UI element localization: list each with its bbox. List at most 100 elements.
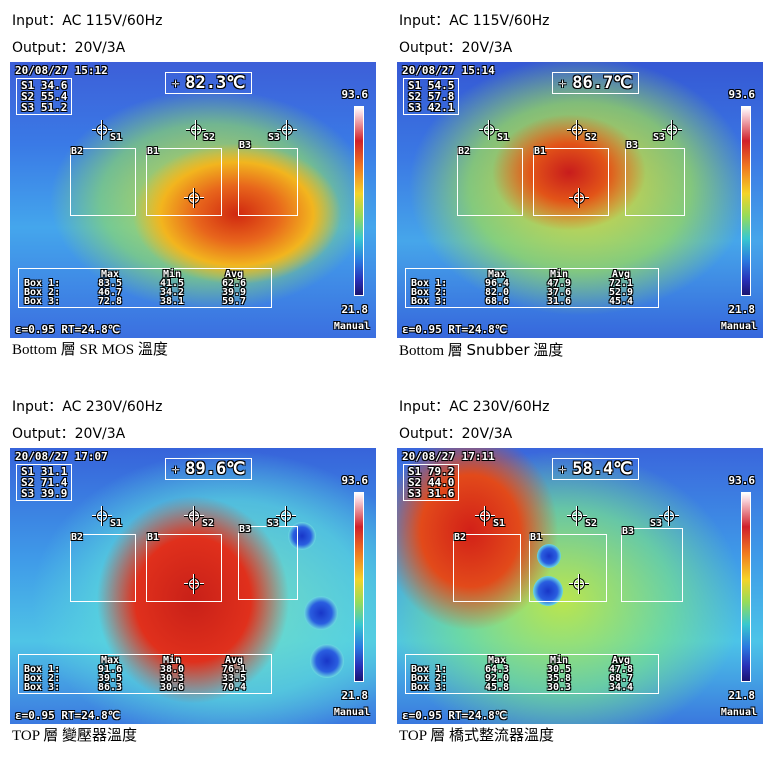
table-row: Box 2: 92.0 35.8 68.7 [408, 673, 652, 684]
emissivity-text: ε=0.95 RT=24.8 [402, 323, 495, 336]
mode-label: Manual [333, 321, 370, 332]
roi-box-b1 [533, 148, 609, 216]
spot-label: S2 [585, 132, 598, 143]
timestamp: 20/08/27 15:12 [15, 64, 108, 77]
table-row: Box 2: 39.5 30.3 33.5 [21, 673, 265, 684]
celsius-unit: ℃ [107, 323, 121, 336]
stats-cell: Box 2: [411, 673, 448, 684]
stats-cell: 33.5 [221, 673, 247, 684]
table-row: Box 2: 82.0 37.6 52.9 [408, 287, 652, 298]
table-row: Box 1: 83.5 41.5 62.6 [21, 278, 265, 289]
stats-cell: Box 3: [24, 296, 61, 307]
stats-cell: Box 3: [411, 682, 448, 693]
stats-cell: 41.5 [159, 278, 185, 289]
stats-cell: 91.6 [97, 664, 123, 675]
emissivity-info: ε=0.95 RT=24.8℃ [402, 709, 507, 722]
stats-header: Avg [611, 655, 631, 666]
timestamp: 20/08/27 17:11 [402, 450, 495, 463]
stats-cell: 70.4 [221, 682, 247, 693]
center-temp-value: 89.6 [185, 459, 227, 479]
roi-label: B2 [458, 146, 471, 157]
stats-cell: 38.1 [159, 296, 185, 307]
roi-box-b1 [529, 534, 607, 602]
stats-cell: 30.5 [546, 664, 572, 675]
roi-box-b1 [146, 148, 222, 216]
scale-min: 21.8 [341, 303, 369, 316]
spot-reading: S1 31.1 [21, 465, 68, 478]
spot-crosshair-icon [567, 506, 587, 526]
output-spec: Output：20V/3A [12, 426, 126, 442]
thermal-image: 20/08/27 17:11 S1 79.2 S2 44.0 S3 31.6 ✛… [397, 448, 763, 724]
output-spec: Output：20V/3A [399, 40, 513, 56]
scale-max: 93.6 [341, 474, 369, 487]
stats-cell: Box 2: [411, 287, 448, 298]
stats-cell: 30.6 [159, 682, 185, 693]
stats-cell: 45.4 [608, 296, 634, 307]
celsius-unit: ℃ [226, 459, 246, 479]
spot-crosshair-icon [662, 120, 682, 140]
center-crosshair-icon [569, 574, 589, 594]
emissivity-info: ε=0.95 RT=24.8℃ [15, 323, 120, 336]
figure-caption: TOP 層 變壓器溫度 [12, 728, 138, 744]
table-row: Box 3: 72.8 38.1 59.7 [21, 296, 265, 307]
roi-label: B2 [454, 532, 467, 543]
stats-header: Min [162, 269, 182, 280]
stats-cell: 68.7 [608, 673, 634, 684]
stats-cell: 39.9 [221, 287, 247, 298]
table-row: Box 2: 46.7 34.2 39.9 [21, 287, 265, 298]
spot-reading: S3 42.1 [408, 101, 455, 114]
stats-cell: 30.3 [546, 682, 572, 693]
roi-label: B3 [622, 526, 635, 537]
stats-cell: 68.6 [484, 296, 510, 307]
stats-header: Avg [611, 269, 631, 280]
spot-reading: S2 57.8 [408, 90, 455, 103]
stats-cell: 62.6 [221, 278, 247, 289]
roi-box-b2 [453, 534, 521, 602]
input-spec: Input：AC 230V/60Hz [12, 399, 163, 415]
stats-cell: 96.4 [484, 278, 510, 289]
roi-box-b2 [457, 148, 523, 216]
spot-crosshair-icon [659, 506, 679, 526]
stats-cell: Box 1: [411, 278, 448, 289]
crosshair-icon: ✛ [172, 76, 180, 90]
crosshair-icon: ✛ [172, 462, 180, 476]
spot-crosshair-icon [567, 120, 587, 140]
spot-label: S2 [203, 132, 216, 143]
center-temperature: ✛ 89.6℃ [165, 458, 253, 480]
stats-cell: 92.0 [484, 673, 510, 684]
stats-header: Max [100, 269, 120, 280]
stats-cell: 72.1 [608, 278, 634, 289]
celsius-unit: ℃ [494, 709, 508, 722]
stats-cell: Box 2: [24, 287, 61, 298]
roi-label: B1 [147, 532, 160, 543]
output-spec: Output：20V/3A [399, 426, 513, 442]
stats-cell: Box 3: [411, 296, 448, 307]
stats-cell: 31.6 [546, 296, 572, 307]
center-temp-value: 82.3 [185, 73, 227, 93]
scale-min: 21.8 [728, 689, 756, 702]
stats-header: Max [487, 655, 507, 666]
stats-header: Avg [224, 655, 244, 666]
stats-cell: 76.1 [221, 664, 247, 675]
emissivity-text: ε=0.95 RT=24.8 [15, 709, 108, 722]
spot-crosshair-icon [186, 120, 206, 140]
spot-reading: S1 34.6 [21, 79, 68, 92]
box-stats-table: Max Min Avg Box 1: 96.4 47.9 72.1 Box 2: 82.0 3… [405, 268, 659, 308]
stats-header: Min [549, 269, 569, 280]
input-spec: Input：AC 115V/60Hz [12, 13, 163, 29]
thermal-panel-3: Input：AC 230V/60Hz Output：20V/3A 20/08/2… [10, 394, 380, 748]
celsius-unit: ℃ [226, 73, 246, 93]
stats-cell: 37.6 [546, 287, 572, 298]
roi-label: B2 [71, 146, 84, 157]
stats-cell: Box 3: [24, 682, 61, 693]
spot-crosshair-icon [475, 506, 495, 526]
stats-header: Avg [224, 269, 244, 280]
roi-label: B1 [530, 532, 543, 543]
spot-reading: S1 79.2 [408, 465, 455, 478]
spot-label: S1 [497, 132, 510, 143]
input-spec: Input：AC 115V/60Hz [399, 13, 550, 29]
table-row: Box 1: 91.6 38.0 76.1 [21, 664, 265, 675]
scale-min: 21.8 [341, 689, 369, 702]
roi-label: B2 [71, 532, 84, 543]
stats-header: Max [100, 655, 120, 666]
